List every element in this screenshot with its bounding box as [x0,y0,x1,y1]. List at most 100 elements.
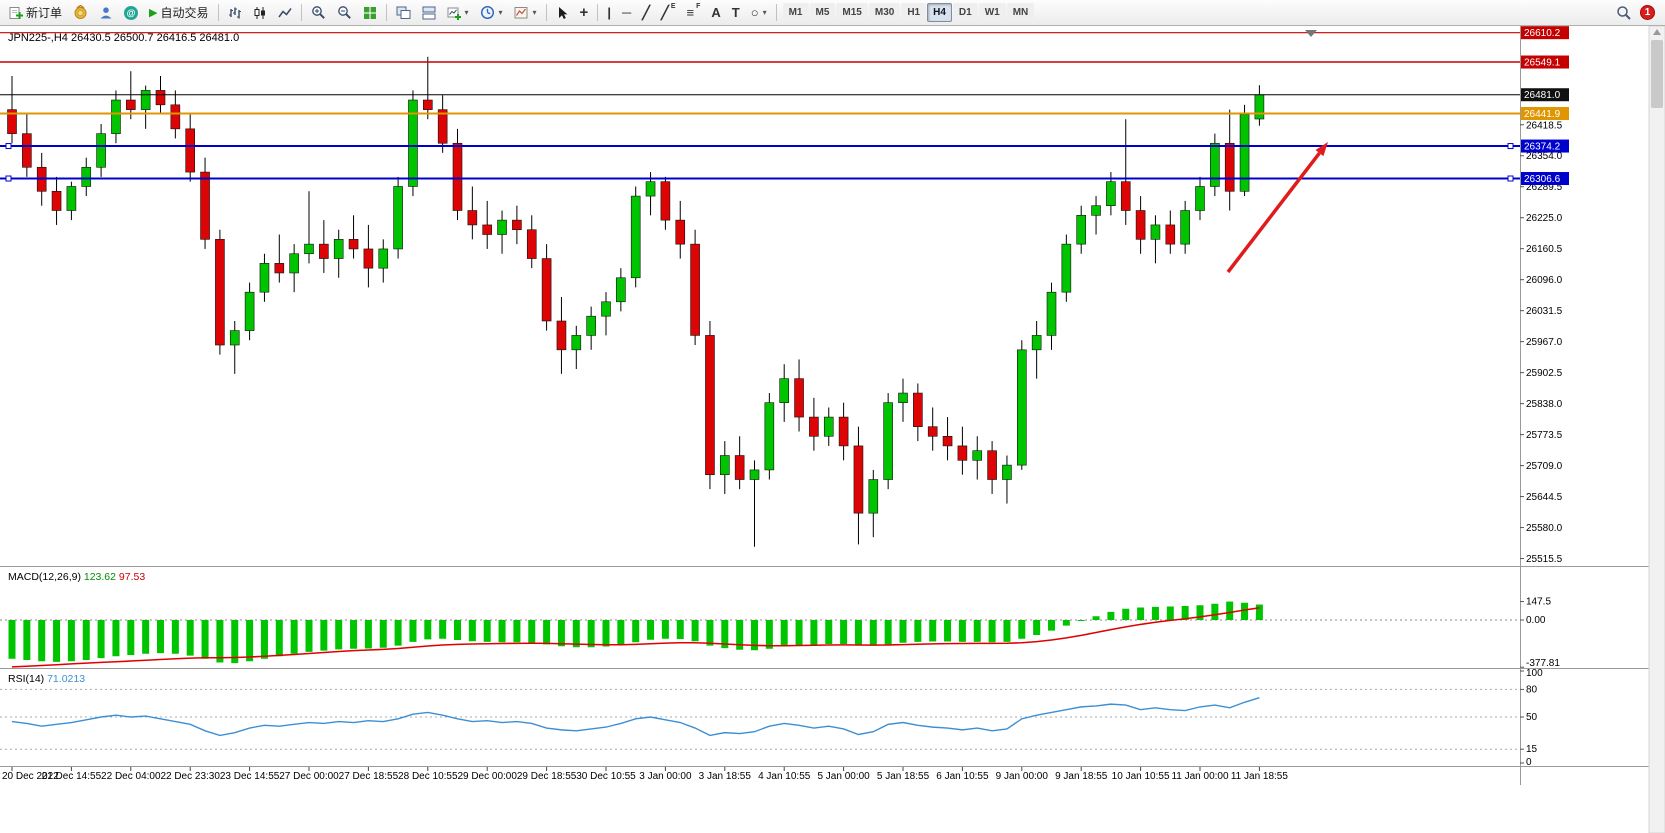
crosshair-button[interactable]: + [575,2,594,24]
tile-windows-button[interactable] [358,2,382,24]
trendline-icon: ╱ [642,5,650,20]
tile-horizontal-icon [422,6,435,19]
candle-body [838,416,849,447]
zoom-in-icon [311,6,325,19]
time-axis-label: 22 Dec 04:00 [101,771,161,782]
zoom-in-button[interactable] [306,2,331,24]
timeframe-button-M5[interactable]: M5 [809,3,836,22]
auto-trading-button[interactable]: ▶ 自动交易 [144,2,213,24]
shapes-button[interactable]: ○ ▾ [746,2,772,24]
candle-body [764,402,775,471]
profiles-button[interactable]: ▾ [475,2,508,24]
equidistant-channel-button[interactable]: ╱ E [656,2,681,24]
timeframe-button-D1[interactable]: D1 [952,3,978,22]
horizontal-line-button[interactable]: ─ [617,2,636,24]
timeframe-button-W1[interactable]: W1 [978,3,1006,22]
search-button[interactable] [1611,2,1637,24]
candlestick-chart-icon [254,6,265,19]
timeframe-button-M1[interactable]: M1 [782,3,809,22]
timeframe-button-H1[interactable]: H1 [901,3,927,22]
scrollbar-handle[interactable] [1651,40,1663,108]
gold-promo-button[interactable] [68,2,93,24]
user-button[interactable] [94,2,118,24]
candle-body [660,181,671,221]
main-toolbar: 新订单 @ ▶ 自动交易 [0,0,1665,26]
timeframe-button-M30[interactable]: M30 [868,3,901,22]
chart-canvas[interactable]: JPN225-,H4 26430.5 26500.7 26416.5 26481… [0,26,1665,833]
price-axis-label: 25515.5 [1526,554,1563,565]
trendline-button[interactable]: ╱ [637,2,655,24]
cascade-windows-button[interactable] [391,2,416,24]
bar-chart-button[interactable] [223,2,247,24]
price-tag-label: 26481.0 [1524,90,1561,101]
candle-body [497,219,507,235]
time-axis-label: 10 Jan 10:55 [1112,771,1170,782]
candle-body [883,402,893,480]
price-axis-label: 25838.0 [1526,399,1563,410]
price-tag [1521,172,1569,186]
candle-body [942,435,953,447]
vertical-line-button[interactable]: | [602,2,616,24]
time-axis-label: 28 Dec 10:55 [398,771,458,782]
candle-body [972,450,983,461]
tile-horizontal-button[interactable] [417,2,441,24]
candle-body [645,181,656,197]
candle-body [289,253,299,274]
trend-arrow-annotation[interactable] [1226,152,1321,274]
time-axis-label: 22 Dec 23:30 [160,771,220,782]
new-chart-button[interactable]: ▾ [442,2,474,24]
candle-body [1239,114,1250,192]
candle-body [363,248,374,269]
candle-body [1106,181,1116,207]
price-axis-label: 26418.5 [1526,120,1563,131]
candle-body [319,243,329,259]
fibonacci-button[interactable]: ≡ F [682,2,706,24]
new-order-button[interactable]: 新订单 [4,2,67,24]
line-chart-button[interactable] [273,2,297,24]
user-icon [100,6,112,18]
timeframe-button-H4[interactable]: H4 [927,3,952,22]
label-tool-button[interactable]: T [727,2,745,24]
candle-body [1076,215,1086,245]
price-axis-label: 25967.0 [1526,337,1563,348]
chevron-down-icon: ▾ [464,8,469,17]
price-axis-label: 25902.5 [1526,368,1563,379]
candle-body [675,219,686,245]
candle-body [422,99,433,110]
hline-marker[interactable] [1507,143,1514,150]
trend-arrow-head[interactable] [1315,142,1328,157]
scrollbar-up-arrow[interactable] [1653,29,1661,35]
candle-body [452,142,463,211]
candles [7,56,1265,547]
macd-axis-label: 147.5 [1526,597,1551,608]
candle-body [378,248,389,269]
notification-badge[interactable]: 1 [1640,5,1655,20]
timeframe-button-M15[interactable]: M15 [836,3,868,22]
candle-body [437,109,448,144]
candle-body [1135,210,1146,240]
candle-body [1061,243,1072,293]
time-axis-label: 9 Jan 18:55 [1055,771,1108,782]
search-icon [1617,5,1631,20]
candle-body [1195,186,1205,211]
community-button[interactable]: @ [119,2,143,24]
scrollbar-track[interactable] [1648,26,1665,833]
timeframe-toolbar: M1 M5 M15 M30 H1 H4 D1 W1 MN [782,3,1035,22]
templates-button[interactable]: ▾ [509,2,542,24]
chart-shift-marker[interactable] [1305,30,1317,37]
candle-body [1210,142,1220,187]
hline-marker[interactable] [5,175,12,182]
price-axis-label: 25709.0 [1526,461,1563,472]
timeframe-button-MN[interactable]: MN [1006,3,1035,22]
cursor-button[interactable] [551,2,574,24]
candle-body [81,166,92,187]
candle-body [1091,205,1101,216]
candle-body [408,99,418,187]
candlestick-chart-button[interactable] [248,2,272,24]
text-tool-button[interactable]: A [706,2,725,24]
new-chart-icon [447,7,461,20]
hline-marker[interactable] [5,143,12,150]
zoom-out-button[interactable] [332,2,357,24]
hline-marker[interactable] [1507,175,1514,182]
